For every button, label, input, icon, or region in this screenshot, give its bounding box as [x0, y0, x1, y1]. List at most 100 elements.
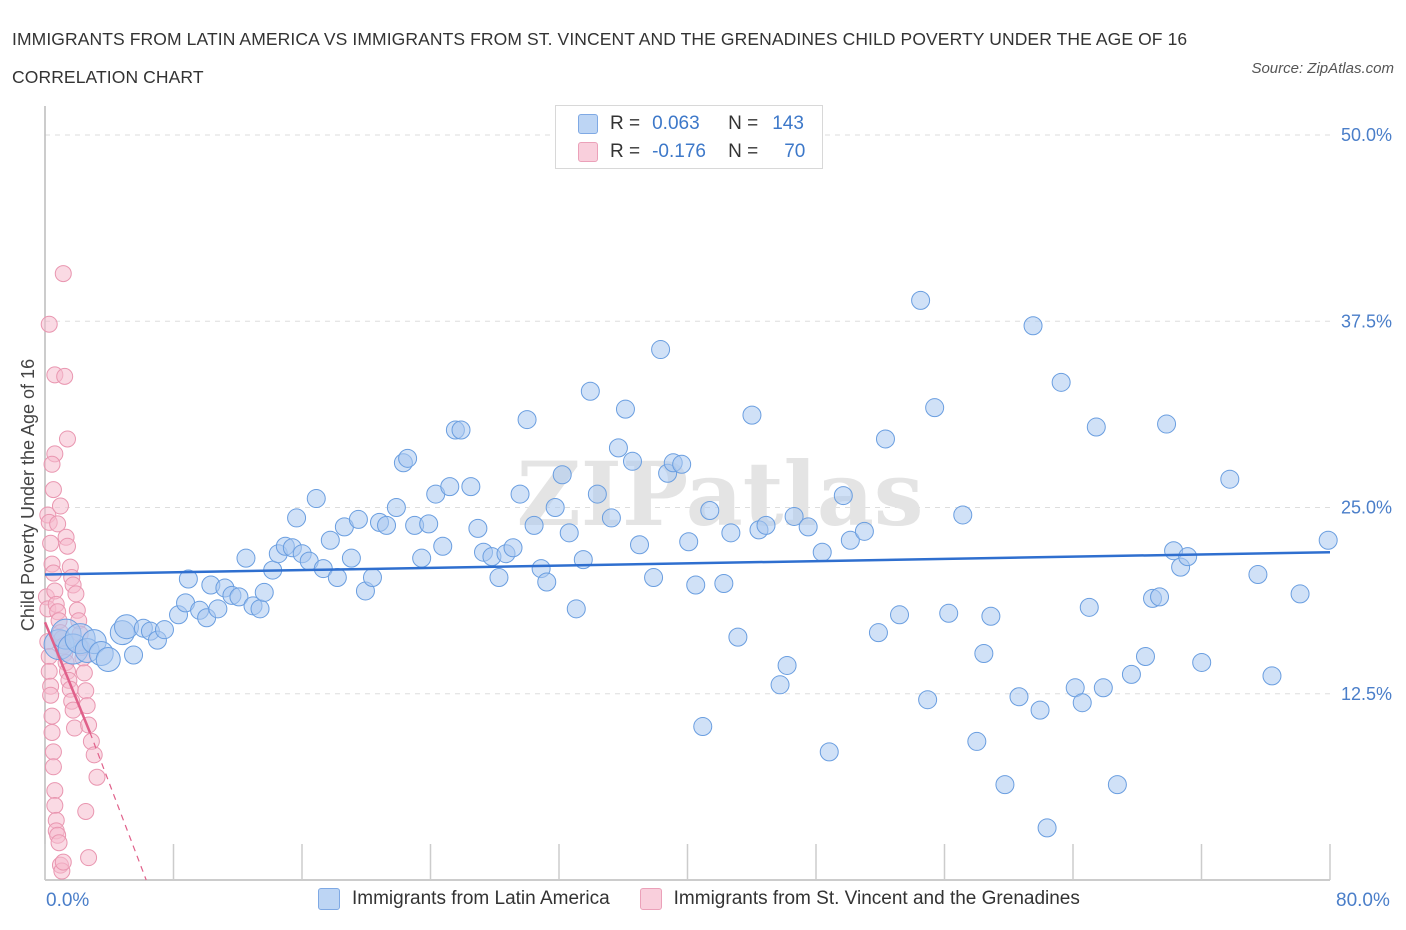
blue-data-point: [348, 509, 368, 529]
y-tick-label: 25.0%: [1341, 498, 1392, 518]
blue-data-point: [693, 717, 713, 737]
blue-data-point: [1051, 372, 1071, 392]
pink-data-point: [58, 537, 76, 555]
pink-data-point: [42, 686, 60, 704]
blue-swatch: [578, 114, 598, 134]
blue-data-point: [398, 448, 418, 468]
blue-data-point: [327, 568, 347, 588]
r-value: -0.176: [652, 141, 706, 162]
legend-label: Immigrants from St. Vincent and the Gren…: [673, 888, 1080, 909]
blue-data-point: [840, 530, 860, 550]
blue-data-point: [587, 484, 607, 504]
blue-data-point: [1178, 547, 1198, 567]
pink-data-point: [40, 662, 58, 680]
pink-data-point: [54, 853, 72, 871]
blue-data-point: [622, 451, 642, 471]
blue-data-point: [236, 548, 256, 568]
blue-data-point: [1135, 647, 1155, 666]
blue-data-point: [362, 568, 382, 588]
r-label: R =: [610, 113, 641, 134]
blue-data-point: [154, 620, 174, 640]
blue-data-point: [559, 523, 579, 543]
blue-data-point: [770, 675, 790, 695]
pink-data-point: [67, 585, 85, 603]
blue-data-point: [939, 603, 959, 623]
blue-data-point: [468, 518, 488, 538]
y-axis-label: Child Poverty Under the Age of 16: [18, 359, 38, 631]
pink-data-point: [44, 758, 62, 776]
y-tick-label: 37.5%: [1341, 311, 1392, 331]
blue-data-point: [651, 340, 671, 360]
blue-data-point: [721, 523, 741, 543]
blue-data-point: [124, 645, 144, 665]
blue-data-point: [1086, 417, 1106, 437]
series-legend: Immigrants from Latin America Immigrants…: [318, 888, 1110, 910]
blue-data-point: [812, 542, 832, 562]
blue-data-point: [306, 489, 326, 509]
y-tick-label: 12.5%: [1341, 684, 1392, 704]
blue-data-point: [777, 655, 797, 675]
legend-item-st-vincent[interactable]: Immigrants from St. Vincent and the Gren…: [639, 888, 1080, 910]
source-credit: Source: ZipAtlas.com: [1251, 60, 1394, 77]
legend-item-latin-america[interactable]: Immigrants from Latin America: [318, 888, 610, 910]
pink-data-point: [51, 497, 69, 515]
trend-lines: [43, 550, 1331, 881]
pink-data-point: [88, 768, 106, 786]
blue-data-point: [510, 484, 530, 504]
r-label: R =: [610, 141, 641, 162]
n-value: 143: [772, 113, 804, 134]
blue-data-point: [1248, 565, 1268, 585]
blue-data-point: [890, 605, 910, 625]
blue-data-point: [679, 532, 699, 552]
blue-data-point: [833, 486, 853, 506]
blue-data-point: [686, 575, 706, 595]
pink-data-point: [43, 723, 61, 741]
blue-data-point: [995, 775, 1015, 795]
pink-data-point: [43, 707, 61, 725]
series-pink-points: [37, 265, 106, 880]
blue-data-point: [320, 530, 340, 550]
series-blue-points: [43, 290, 1338, 838]
blue-data-point: [1290, 584, 1310, 604]
blue-data-point: [1318, 530, 1338, 550]
blue-data-point: [875, 429, 895, 449]
blue-data-point: [503, 538, 523, 558]
blue-data-point: [1192, 652, 1212, 672]
blue-data-point: [608, 438, 628, 458]
blue-data-point: [386, 498, 406, 517]
blue-trend-line: [44, 550, 1331, 576]
grid-lines: [45, 134, 1330, 695]
x-tick-max: 80.0%: [1336, 890, 1390, 911]
n-label: N =: [728, 113, 759, 134]
blue-data-point: [1107, 775, 1127, 795]
blue-data-point: [250, 599, 270, 619]
pink-data-point: [46, 782, 64, 800]
pink-data-point: [56, 367, 74, 385]
blue-data-point: [451, 420, 471, 440]
r-value: 0.063: [652, 113, 700, 134]
blue-data-point: [615, 399, 635, 419]
blue-data-point: [1262, 666, 1282, 686]
blue-data-point: [440, 477, 460, 497]
blue-data-point: [630, 535, 650, 555]
blue-data-point: [524, 515, 544, 535]
blue-data-point: [1072, 693, 1092, 713]
pink-data-point: [49, 515, 67, 533]
pink-swatch: [578, 142, 598, 162]
blue-data-point: [433, 536, 453, 556]
y-tick-label: 50.0%: [1341, 125, 1392, 145]
blue-data-point: [601, 508, 621, 528]
blue-data-point: [552, 465, 572, 485]
blue-data-point: [489, 568, 509, 588]
pink-data-point: [75, 664, 93, 682]
n-value: 70: [784, 141, 806, 162]
blue-data-point: [728, 627, 748, 647]
blue-data-point: [911, 290, 931, 310]
legend-row-pink: R = -0.176 N = 70: [578, 140, 805, 164]
pink-data-point: [46, 797, 64, 814]
pink-trend-extension: [89, 732, 147, 881]
pink-data-point: [43, 455, 61, 473]
blue-data-point: [700, 500, 720, 520]
pink-data-point: [40, 315, 58, 333]
